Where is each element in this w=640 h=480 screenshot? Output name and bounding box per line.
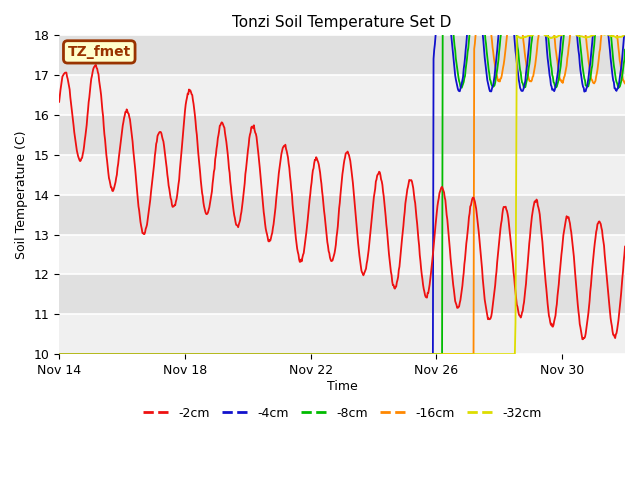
- Y-axis label: Soil Temperature (C): Soil Temperature (C): [15, 131, 28, 259]
- X-axis label: Time: Time: [326, 380, 358, 393]
- Text: TZ_fmet: TZ_fmet: [68, 45, 131, 59]
- Legend: -2cm, -4cm, -8cm, -16cm, -32cm: -2cm, -4cm, -8cm, -16cm, -32cm: [138, 402, 547, 425]
- Title: Tonzi Soil Temperature Set D: Tonzi Soil Temperature Set D: [232, 15, 452, 30]
- Bar: [59, 36, 625, 75]
- Bar: [59, 75, 625, 115]
- Bar: [59, 235, 625, 275]
- Bar: [59, 195, 625, 235]
- Bar: [59, 155, 625, 195]
- Bar: [59, 275, 625, 314]
- Bar: [59, 314, 625, 354]
- Bar: [59, 115, 625, 155]
